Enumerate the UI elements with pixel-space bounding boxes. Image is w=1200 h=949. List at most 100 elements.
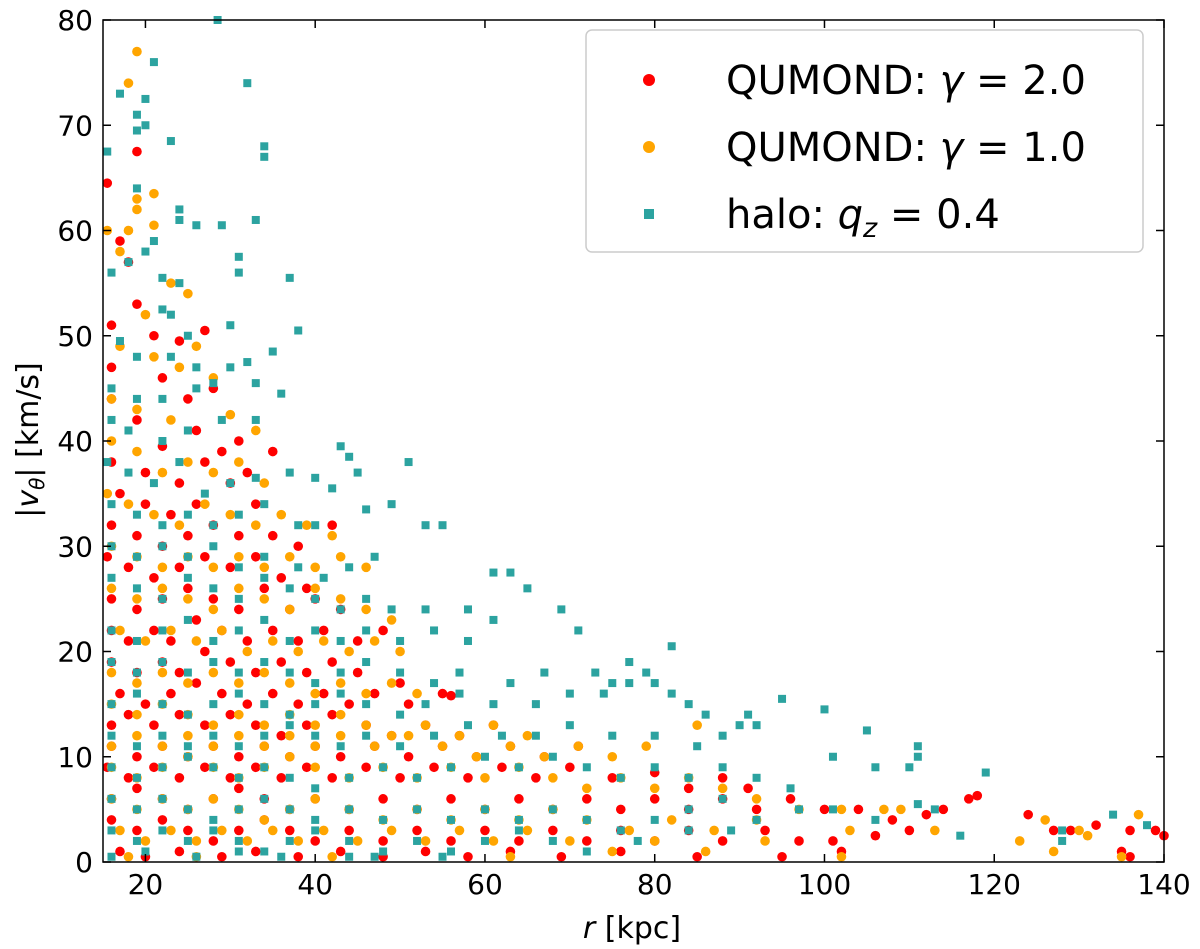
data-point bbox=[310, 794, 321, 804]
data-point bbox=[1109, 810, 1118, 819]
data-point bbox=[345, 773, 354, 782]
data-point bbox=[132, 394, 141, 403]
data-point bbox=[158, 394, 167, 403]
data-point bbox=[319, 573, 328, 582]
data-point bbox=[913, 752, 922, 761]
data-point bbox=[404, 458, 413, 467]
data-point bbox=[191, 636, 202, 646]
data-point bbox=[446, 836, 456, 846]
data-point bbox=[234, 530, 244, 541]
data-point bbox=[267, 446, 278, 457]
data-point bbox=[200, 457, 210, 467]
data-point bbox=[132, 751, 142, 762]
data-point bbox=[183, 825, 193, 836]
data-point bbox=[362, 626, 371, 635]
data-point bbox=[175, 205, 184, 214]
data-point bbox=[778, 694, 787, 703]
data-point bbox=[489, 700, 498, 709]
data-point bbox=[192, 384, 201, 393]
data-point bbox=[132, 689, 141, 698]
data-point bbox=[455, 689, 464, 698]
data-point bbox=[175, 279, 184, 288]
data-point bbox=[260, 573, 269, 582]
data-point bbox=[157, 467, 168, 478]
data-points bbox=[102, 16, 1169, 862]
data-point bbox=[607, 773, 618, 783]
data-point bbox=[106, 436, 117, 446]
data-point bbox=[251, 215, 260, 224]
data-point bbox=[107, 731, 116, 740]
data-point bbox=[123, 499, 134, 509]
data-point bbox=[183, 583, 193, 594]
data-point bbox=[471, 751, 482, 762]
data-point bbox=[107, 826, 116, 835]
data-point bbox=[362, 594, 371, 603]
data-point bbox=[454, 730, 465, 741]
data-point bbox=[718, 731, 727, 740]
y-tick-label: 70 bbox=[57, 109, 93, 142]
data-point bbox=[183, 710, 192, 719]
data-point bbox=[234, 510, 243, 519]
data-point bbox=[896, 804, 906, 815]
data-point bbox=[174, 773, 185, 783]
data-point bbox=[115, 246, 125, 257]
data-point bbox=[871, 763, 880, 772]
data-point bbox=[447, 815, 456, 824]
data-point bbox=[234, 847, 243, 856]
data-point bbox=[191, 678, 202, 688]
data-point bbox=[166, 636, 176, 646]
data-point bbox=[149, 352, 159, 362]
data-point bbox=[260, 794, 269, 803]
data-point bbox=[879, 804, 889, 815]
data-point bbox=[396, 710, 405, 719]
data-point bbox=[751, 794, 762, 804]
data-point bbox=[327, 773, 337, 783]
data-point bbox=[234, 709, 244, 720]
data-point bbox=[684, 700, 693, 709]
data-point bbox=[132, 510, 141, 519]
data-point bbox=[310, 836, 321, 846]
data-point bbox=[1125, 825, 1135, 836]
data-point bbox=[497, 731, 506, 740]
legend-marker bbox=[644, 209, 654, 219]
data-point bbox=[386, 730, 397, 741]
data-point bbox=[362, 700, 371, 709]
data-point bbox=[395, 646, 405, 657]
data-point bbox=[234, 563, 243, 572]
data-point bbox=[921, 809, 932, 820]
data-point bbox=[132, 604, 142, 615]
data-point bbox=[267, 636, 278, 646]
data-point bbox=[760, 825, 770, 836]
data-point bbox=[234, 436, 244, 446]
data-point bbox=[124, 258, 133, 267]
data-point bbox=[166, 825, 176, 836]
data-point bbox=[166, 688, 176, 699]
data-point bbox=[353, 468, 362, 477]
y-axis-label: |vθ| [km/s] bbox=[11, 362, 49, 518]
data-point bbox=[260, 847, 269, 856]
data-point bbox=[158, 521, 167, 530]
data-point bbox=[650, 731, 659, 740]
data-point bbox=[158, 542, 167, 551]
data-point bbox=[649, 794, 660, 804]
data-point bbox=[132, 530, 142, 541]
y-axis-ticks: 0 10 20 30 40 50 60 70 80 bbox=[57, 4, 1164, 879]
data-point bbox=[514, 815, 523, 824]
data-point bbox=[102, 178, 113, 188]
data-point bbox=[267, 825, 278, 836]
data-point bbox=[123, 773, 134, 783]
data-point bbox=[217, 825, 227, 836]
data-point bbox=[370, 552, 379, 561]
data-point bbox=[1082, 830, 1093, 841]
data-point bbox=[318, 688, 329, 699]
data-point bbox=[141, 94, 150, 103]
data-point bbox=[336, 742, 345, 751]
data-point bbox=[174, 667, 185, 678]
data-point bbox=[311, 594, 320, 603]
data-point bbox=[667, 689, 676, 698]
data-point bbox=[103, 458, 112, 467]
data-point bbox=[183, 730, 193, 741]
data-point bbox=[361, 604, 371, 615]
data-point bbox=[369, 636, 380, 646]
data-point bbox=[217, 851, 227, 862]
